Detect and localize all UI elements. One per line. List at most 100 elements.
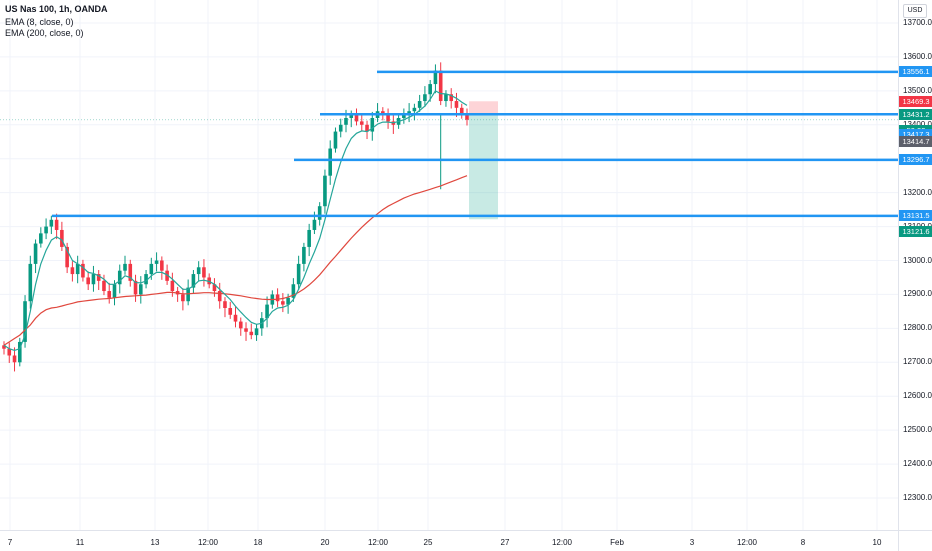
stop-loss-zone: [469, 101, 498, 114]
candle-body: [113, 284, 117, 298]
candle-body: [234, 315, 238, 322]
candle-body: [202, 267, 206, 277]
candle-body: [29, 264, 33, 301]
candle-body: [102, 281, 106, 291]
price-scale[interactable]: 13700.013600.013500.013400.013300.013200…: [898, 0, 932, 530]
candle-body: [181, 294, 185, 301]
price-tag: 13431.2: [899, 109, 932, 120]
candle-body: [249, 332, 253, 335]
time-tick-label: 12:00: [552, 538, 572, 548]
time-tick-label: 18: [254, 538, 263, 548]
candle-body: [239, 322, 243, 329]
time-tick-label: 20: [321, 538, 330, 548]
candle-body: [297, 264, 301, 284]
time-tick-label: 12:00: [368, 538, 388, 548]
candle-body: [223, 301, 227, 308]
price-tag: 13414.7: [899, 136, 932, 147]
candle-body: [413, 108, 417, 111]
price-tag: 13469.3: [899, 96, 932, 107]
candle-body: [339, 125, 343, 132]
price-tick-label: 12700.0: [903, 357, 932, 367]
candle-body: [423, 94, 427, 101]
time-tick-label: 8: [801, 538, 805, 548]
candle-body: [92, 274, 96, 284]
candle-body: [13, 356, 17, 363]
candle-body: [71, 267, 75, 274]
candle-body: [123, 264, 127, 271]
chart-area[interactable]: US Nas 100, 1h, OANDA EMA (8, close, 0) …: [0, 0, 898, 530]
price-tag: 13131.5: [899, 210, 932, 221]
candle-body: [76, 264, 80, 274]
price-tag: 13556.1: [899, 66, 932, 77]
candle-body: [386, 115, 390, 122]
candle-body: [276, 294, 280, 301]
candle-body: [323, 176, 327, 207]
price-tick-label: 12300.0: [903, 493, 932, 503]
candle-body: [355, 115, 359, 122]
price-tick-label: 13700.0: [903, 18, 932, 28]
candle-body: [302, 247, 306, 264]
price-tick-label: 12900.0: [903, 289, 932, 299]
candle-body: [171, 281, 175, 291]
candle-body: [160, 261, 164, 271]
time-tick-label: Feb: [610, 538, 624, 548]
price-tick-label: 12400.0: [903, 459, 932, 469]
candle-body: [428, 84, 432, 94]
price-tick-label: 13000.0: [903, 256, 932, 266]
price-tick-label: 12600.0: [903, 391, 932, 401]
candle-body: [155, 261, 159, 264]
price-chart[interactable]: [0, 0, 898, 530]
time-tick-label: 12:00: [737, 538, 757, 548]
scale-corner: [898, 530, 932, 551]
candle-body: [107, 291, 111, 298]
candle-body: [39, 233, 43, 243]
price-tick-label: 13600.0: [903, 52, 932, 62]
candle-body: [281, 301, 285, 304]
candle-body: [439, 71, 443, 102]
candle-body: [218, 291, 222, 301]
candle-body: [55, 220, 59, 230]
candle-body: [44, 227, 48, 234]
time-scale[interactable]: 7 11 13 12:00 18 20 12:00 25 27 12:00 Feb 3 12:00 8 10: [0, 530, 898, 551]
ema-200-legend[interactable]: EMA (200, close, 0): [5, 28, 84, 39]
candle-body: [244, 328, 248, 331]
price-tick-label: 13200.0: [903, 188, 932, 198]
take-profit-zone: [469, 114, 498, 219]
time-tick-label: 11: [76, 538, 84, 548]
time-tick-label: 25: [424, 538, 433, 548]
price-tick-label: 12500.0: [903, 425, 932, 435]
candle-body: [197, 267, 201, 274]
time-tick-label: 12:00: [198, 538, 218, 548]
candle-body: [328, 149, 332, 176]
time-tick-label: 13: [151, 538, 160, 548]
candle-body: [318, 206, 322, 220]
candle-body: [50, 220, 54, 227]
candle-body: [60, 230, 64, 247]
price-tick-label: 12800.0: [903, 323, 932, 333]
time-tick-label: 27: [501, 538, 510, 548]
time-tick-label: 10: [873, 538, 882, 548]
candle-body: [7, 349, 11, 356]
candle-body: [86, 277, 90, 284]
candle-body: [307, 230, 311, 247]
time-tick-label: 3: [690, 538, 694, 548]
symbol-legend[interactable]: US Nas 100, 1h, OANDA: [5, 4, 108, 15]
candle-body: [313, 220, 317, 230]
candle-body: [444, 94, 448, 101]
candle-body: [228, 308, 232, 315]
candle-body: [255, 328, 259, 335]
candle-body: [150, 264, 154, 274]
time-tick-label: 7: [8, 538, 12, 548]
candle-body: [360, 121, 364, 124]
price-tag: 13121.6: [899, 226, 932, 237]
ema-8-legend[interactable]: EMA (8, close, 0): [5, 17, 74, 28]
candle-body: [455, 101, 459, 108]
candle-body: [344, 118, 348, 125]
candle-body: [418, 101, 422, 108]
price-tag: 13296.7: [899, 154, 932, 165]
candle-body: [334, 132, 338, 149]
currency-button[interactable]: USD: [903, 4, 927, 18]
candle-body: [34, 244, 38, 264]
price-tick-label: 13500.0: [903, 86, 932, 96]
candle-body: [139, 284, 143, 294]
